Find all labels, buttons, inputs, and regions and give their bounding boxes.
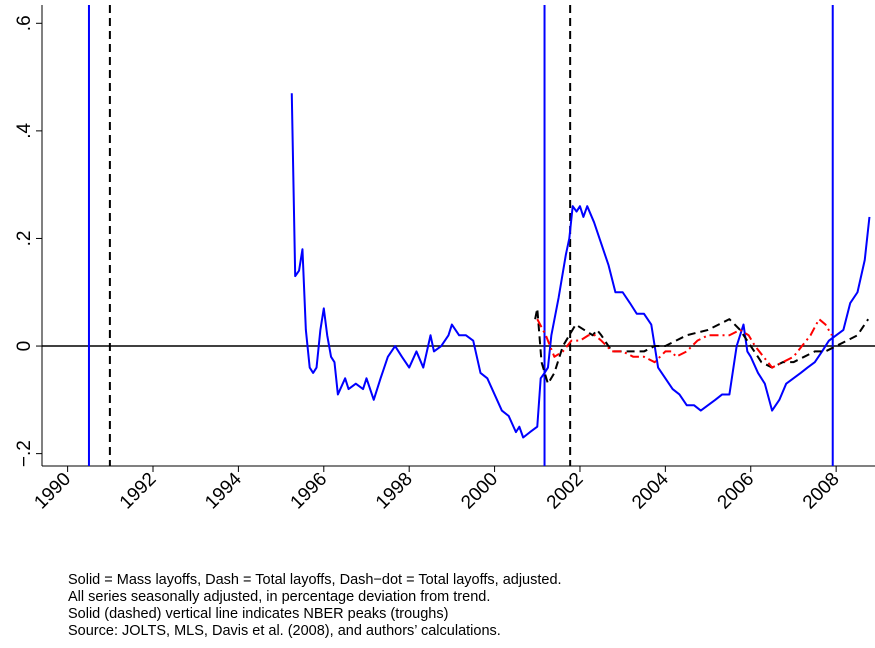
note: Solid = Mass layoffs, Dash = Total layof… [68,572,562,588]
y-tick-label: .6 [14,15,35,31]
x-tick-label: 1998 [372,469,417,514]
y-tick-label: .2 [14,231,35,247]
x-tick-label: 2004 [628,468,673,513]
x-tick-label: 1996 [287,469,332,514]
x-tick-label: 2006 [714,469,759,514]
y-tick-label: −.2 [14,440,35,467]
x-tick-label: 1994 [201,468,246,513]
x-tick-label: 1990 [30,469,75,514]
y-tick-label: 0 [14,341,35,352]
series-line [536,318,833,369]
note: All series seasonally adjusted, in perce… [68,589,490,605]
x-tick-label: 2000 [457,469,502,514]
series-line [290,93,871,439]
note: Solid (dashed) vertical line indicates N… [68,606,448,622]
note: Source: JOLTS, MLS, Davis et al. (2008),… [68,623,501,639]
x-tick-label: 2008 [799,469,844,514]
x-tick-label: 1992 [116,469,161,514]
x-tick-label: 2002 [543,469,588,514]
y-tick-label: .4 [14,123,35,139]
series-line [534,307,870,385]
